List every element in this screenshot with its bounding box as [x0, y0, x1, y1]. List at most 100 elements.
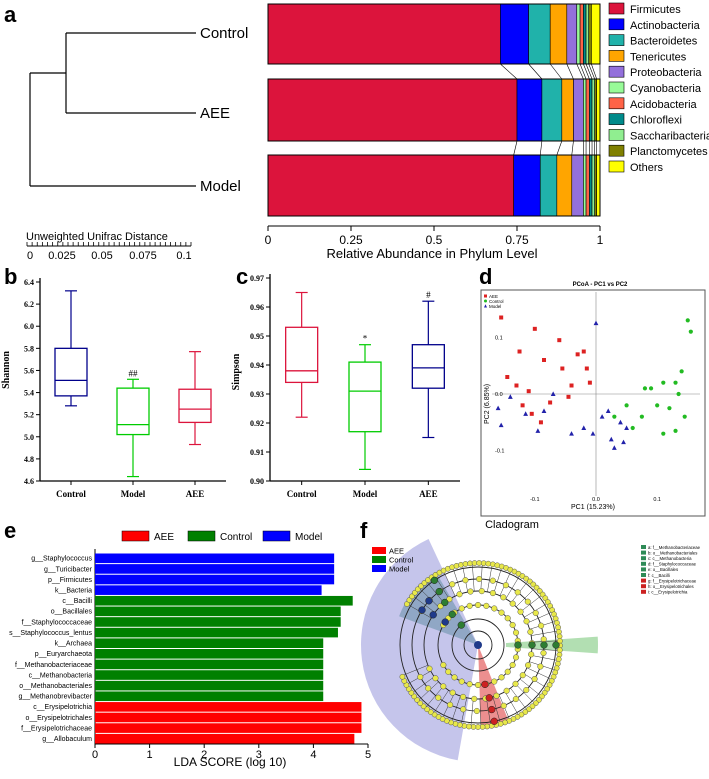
- x-tick-label: AEE: [186, 489, 205, 499]
- panel-b-letter: b: [4, 264, 17, 289]
- cladogram-branch: [486, 698, 492, 727]
- cladogram-key-label: d: f__Staphylococcaceae: [648, 562, 697, 567]
- point-control: [679, 369, 684, 374]
- lda-bar-label: g__Turicibacter: [44, 566, 93, 573]
- lda-legend-label: Model: [295, 532, 322, 543]
- cladogram-biomarker-node: [552, 641, 560, 649]
- bar-connector: [591, 63, 597, 80]
- lda-bar-label: p__Firmicutes: [48, 577, 92, 584]
- cladogram-ring: [451, 618, 505, 672]
- cladogram-legend-swatch: [372, 565, 386, 572]
- lda-x-tick-label: 0: [92, 749, 98, 761]
- significance-mark: ##: [129, 368, 139, 378]
- cladogram-node: [517, 608, 524, 615]
- cladogram-node: [489, 577, 496, 584]
- cladogram-node: [426, 665, 433, 672]
- point-aee: [581, 349, 586, 354]
- cladogram-root-node: [474, 641, 482, 649]
- x-tick-label: Control: [287, 489, 317, 499]
- cladogram-branch: [526, 667, 553, 680]
- cladogram-biomarker-node: [514, 641, 522, 649]
- cladogram-key-label: a: f__Methanobacteriaceae: [648, 545, 701, 550]
- bar-firmicutes-control: [267, 3, 501, 65]
- lda-bar-control: [95, 617, 341, 627]
- y-tick-label: 0.91: [250, 448, 264, 457]
- lda-bar-label: f__Erysipelotrichaceae: [21, 725, 92, 732]
- bar-connector: [549, 63, 563, 80]
- distance-tick-label: 0: [27, 250, 33, 262]
- bar-acidobacteria-aee: [585, 78, 590, 142]
- lda-legend-swatch: [121, 530, 150, 542]
- legend-label-planctomycetes: Planctomycetes: [630, 146, 708, 158]
- legend-label-cyanobacteria: Cyanobacteria: [630, 83, 702, 95]
- point-aee: [548, 400, 553, 405]
- point-aee: [517, 349, 522, 354]
- clade-shade-control-archaea: [505, 636, 598, 654]
- lda-x-label: LDA SCORE (log 10): [174, 755, 287, 769]
- lda-bar-control: [95, 691, 324, 702]
- box-control: [54, 347, 88, 397]
- bar-outline-model: [267, 154, 601, 217]
- phylum-tick-label: 0.5: [426, 233, 443, 247]
- dendrogram: [29, 32, 196, 187]
- point-model: [605, 408, 611, 413]
- point-aee: [529, 411, 534, 416]
- bar-connector: [583, 63, 590, 80]
- cladogram-node: [532, 609, 539, 617]
- cladogram-node: [456, 591, 463, 598]
- cladogram-branch: [515, 683, 536, 705]
- cladogram-biomarker-node: [441, 618, 449, 626]
- point-aee: [505, 375, 510, 379]
- bar-others-control: [591, 3, 601, 65]
- cladogram-branch: [426, 581, 445, 604]
- legend-label-actinobacteria: Actinobacteria: [630, 20, 701, 32]
- bar-connector: [566, 63, 574, 80]
- distance-tick-label: 0.05: [91, 250, 112, 262]
- phylum-tick-label: 0: [265, 233, 272, 247]
- dendro-label-control: Control: [200, 25, 248, 42]
- lda-bar-model: [95, 564, 335, 574]
- pcoa-x-tick-label: 0.1: [653, 497, 661, 503]
- point-aee: [560, 366, 565, 371]
- lda-bar-control: [95, 649, 324, 659]
- y-tick-label: 6.2: [24, 300, 34, 309]
- cladogram-node: [540, 636, 547, 643]
- cladogram-node: [509, 600, 516, 607]
- box-aee: [411, 344, 445, 389]
- cladogram-node: [528, 651, 535, 658]
- bar-saccharibacteria-control: [585, 3, 590, 65]
- cladogram-biomarker-node: [481, 680, 489, 689]
- lda-legend-swatch: [187, 530, 216, 542]
- simpson-boxplot: 0.90 0.91 0.92 0.93 0.94 0.95 0.96 0.97 Control M…: [250, 274, 460, 499]
- lda-x-tick-label: 4: [310, 749, 316, 761]
- pcoa-y-tick-label: 0.1: [495, 335, 503, 341]
- point-control: [630, 425, 635, 431]
- cladogram-node: [502, 582, 509, 589]
- cladogram-node: [435, 694, 442, 701]
- cladogram-branch: [516, 586, 537, 607]
- cladogram-node: [531, 675, 538, 683]
- cladogram-key-label: h: o__Erysipelotrichales: [648, 584, 694, 589]
- cladogram-legend-swatch: [372, 547, 386, 554]
- lda-bar-model: [95, 585, 322, 595]
- phylum-x-axis: 0 0.25 0.5 0.75 1: [265, 225, 604, 247]
- legend-swatch-cyanobacteria: [608, 81, 625, 94]
- lda-bar-control: [95, 670, 324, 680]
- cladogram-key-swatch: [641, 545, 646, 549]
- point-control: [676, 391, 681, 397]
- bar-cyanobacteria-control: [576, 3, 581, 65]
- box-model: [116, 387, 150, 436]
- cladogram-biomarker-node: [485, 694, 493, 702]
- cladogram-node: [498, 674, 505, 681]
- cladogram-branch: [524, 602, 549, 618]
- cladogram-key-swatch: [641, 584, 646, 589]
- y-tick-label: 0.95: [250, 332, 264, 341]
- bar-cyanobacteria-model: [583, 154, 587, 217]
- legend-label-bacteroidetes: Bacteroidetes: [630, 36, 698, 48]
- cladogram-biomarker-node: [528, 641, 536, 649]
- cladogram-biomarker-node: [429, 611, 437, 619]
- bar-acidobacteria-model: [585, 154, 590, 217]
- cladogram-key-label: e: o__Bacillales: [648, 567, 678, 572]
- cladogram-node: [458, 605, 465, 612]
- cladogram-branch: [472, 563, 475, 592]
